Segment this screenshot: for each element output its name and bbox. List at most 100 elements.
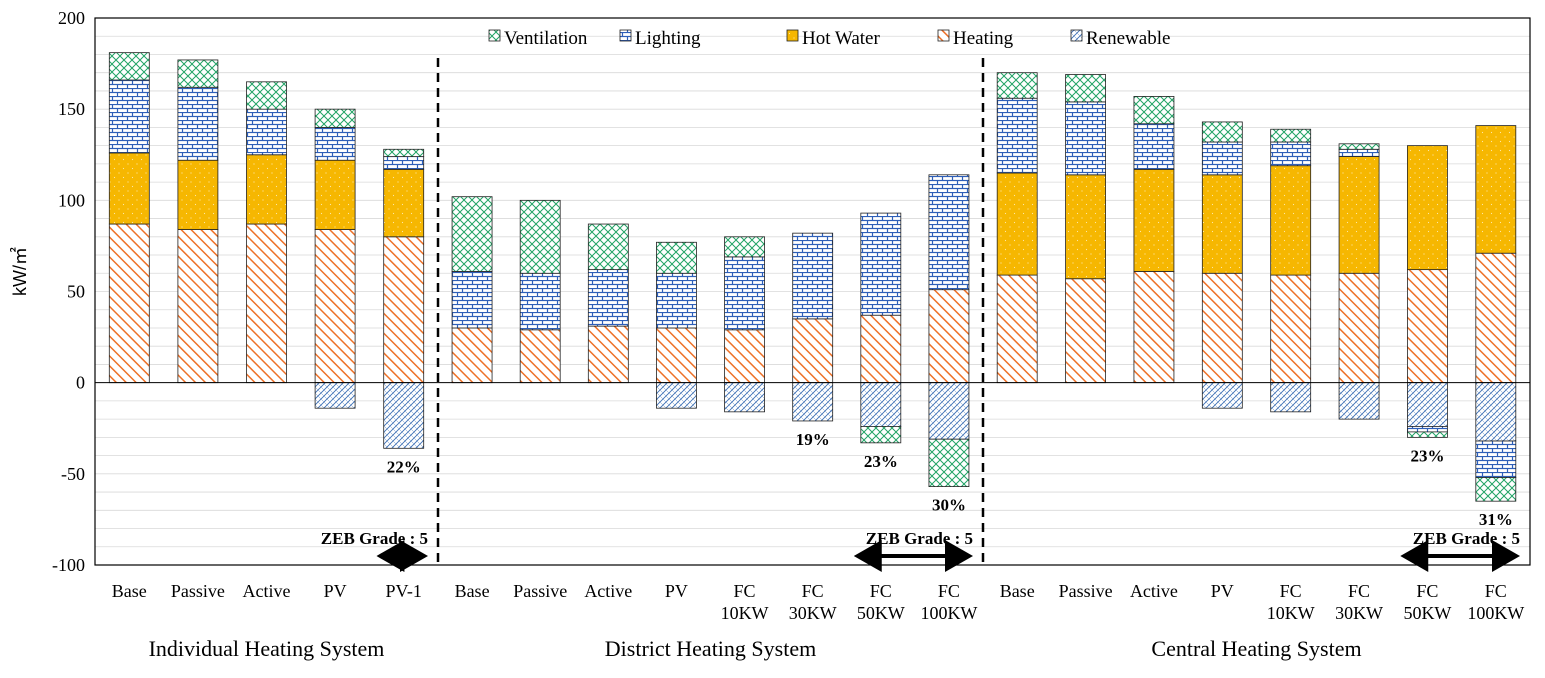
category-label: FC	[1416, 581, 1438, 601]
legend-label: Ventilation	[504, 28, 588, 49]
bar-lighting	[246, 108, 287, 156]
bar-ventilation	[1338, 143, 1380, 150]
group-label: Individual Heating System	[149, 636, 385, 661]
legend-label: Heating	[953, 28, 1014, 49]
bar-heating	[108, 223, 150, 384]
legend-swatch-ventilation	[488, 29, 501, 42]
percentage-label: 23%	[1410, 446, 1444, 465]
bar-heating	[1065, 278, 1106, 384]
bar-lighting	[1270, 141, 1312, 167]
legend-swatch-hot-water	[786, 29, 799, 42]
bar-renewable-negative	[1338, 382, 1380, 420]
percentage-label: 23%	[864, 452, 898, 471]
bar-lighting	[1065, 101, 1106, 176]
bar-hot-water	[1338, 156, 1380, 274]
bar-ventilation	[108, 52, 150, 81]
category-label: 100KW	[920, 603, 977, 623]
y-tick-label: 0	[76, 373, 85, 393]
bar-hot-water	[1475, 125, 1517, 254]
bar-lighting-negative	[1407, 426, 1448, 433]
bar-lighting	[996, 97, 1038, 174]
bar-lighting	[519, 272, 561, 331]
bar-ventilation	[996, 72, 1038, 99]
category-label: 50KW	[857, 603, 905, 623]
legend-swatch-renewable	[1070, 29, 1083, 42]
category-label: Passive	[171, 581, 225, 601]
bar-ventilation	[1270, 128, 1312, 143]
y-tick-label: 100	[58, 190, 85, 210]
bar-heating	[1475, 252, 1517, 384]
bar-renewable-negative	[1270, 382, 1312, 413]
bar-hot-water	[177, 159, 219, 230]
bar-heating	[656, 327, 697, 384]
bar-lighting	[792, 232, 834, 320]
bar-lighting	[860, 212, 902, 316]
bar-ventilation-negative	[1475, 477, 1517, 502]
bar-ventilation-negative	[860, 426, 902, 444]
category-label: Active	[1130, 581, 1178, 601]
bar-heating	[792, 318, 834, 384]
bar-lighting	[928, 174, 970, 291]
bar-lighting	[724, 256, 765, 331]
legend-label: Lighting	[635, 28, 701, 49]
bar-renewable-negative	[1407, 382, 1448, 427]
category-label: FC	[870, 581, 892, 601]
category-label: PV	[1211, 581, 1234, 601]
bar-lighting	[451, 271, 493, 329]
bar-renewable-negative	[656, 382, 697, 409]
percentage-label: 22%	[387, 457, 421, 476]
bar-heating	[451, 327, 493, 384]
category-label: Base	[112, 581, 147, 601]
legend-label: Hot Water	[802, 28, 880, 49]
category-label: 10KW	[721, 603, 769, 623]
bar-heating	[724, 329, 765, 384]
bar-ventilation	[1201, 121, 1243, 143]
bar-hot-water	[1270, 165, 1312, 276]
percentage-label: 19%	[796, 430, 830, 449]
bar-lighting-negative	[1475, 440, 1517, 478]
bar-lighting	[656, 272, 697, 329]
bar-heating	[1338, 272, 1380, 384]
zeb-grade-label: ZEB Grade : 5	[866, 529, 973, 548]
bar-ventilation	[519, 199, 561, 274]
bar-hot-water	[314, 159, 356, 230]
category-label: Base	[455, 581, 490, 601]
bar-heating	[246, 223, 287, 384]
bar-ventilation	[451, 196, 493, 272]
category-label: FC	[938, 581, 960, 601]
bar-hot-water	[996, 172, 1038, 276]
category-label: 100KW	[1467, 603, 1524, 623]
category-label: FC	[734, 581, 756, 601]
zeb-grade-label: ZEB Grade : 5	[1413, 529, 1520, 548]
group-label: Central Heating System	[1151, 636, 1361, 661]
bar-heating	[383, 236, 425, 384]
bar-heating	[587, 325, 629, 384]
bar-ventilation	[587, 223, 629, 271]
category-label: PV	[665, 581, 688, 601]
bar-hot-water	[1065, 174, 1106, 280]
bar-lighting	[1133, 123, 1175, 170]
bar-heating	[1270, 274, 1312, 384]
y-tick-label: 50	[67, 282, 85, 302]
plot-frame	[94, 17, 1531, 566]
bar-hot-water	[1201, 174, 1243, 274]
bar-heating	[519, 329, 561, 384]
bar-lighting	[108, 79, 150, 154]
bar-heating	[1407, 269, 1448, 384]
bar-heating	[177, 229, 219, 384]
bar-lighting	[383, 156, 425, 170]
bar-ventilation	[177, 59, 219, 88]
percentage-label: 31%	[1479, 510, 1513, 529]
bar-renewable-negative	[314, 382, 356, 409]
bar-hot-water	[1133, 168, 1175, 272]
zeb-grade-label: ZEB Grade : 5	[321, 529, 428, 548]
bar-renewable-negative	[1475, 382, 1517, 442]
bar-ventilation	[246, 81, 287, 110]
percentage-label: 30%	[932, 496, 966, 515]
bar-hot-water	[246, 154, 287, 225]
category-label: Base	[1000, 581, 1035, 601]
bar-renewable-negative	[860, 382, 902, 427]
bar-lighting	[314, 127, 356, 161]
bar-heating	[996, 274, 1038, 384]
bar-lighting	[177, 86, 219, 161]
